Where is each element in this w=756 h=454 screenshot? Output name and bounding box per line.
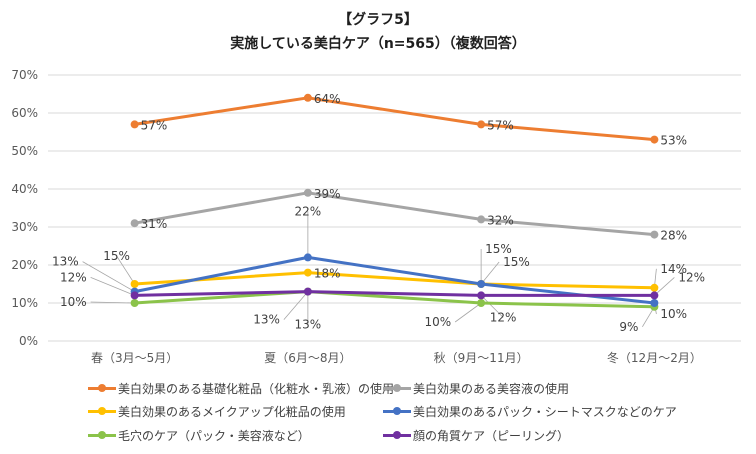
y-tick-label: 0% xyxy=(19,334,38,348)
data-point xyxy=(650,135,659,144)
data-label: 31% xyxy=(141,217,168,231)
data-point xyxy=(477,299,486,307)
data-point xyxy=(650,283,659,292)
data-point xyxy=(477,291,486,300)
legend-item: 美白効果のある美容液の使用 xyxy=(383,378,569,398)
data-point xyxy=(477,120,486,129)
data-point xyxy=(477,215,486,224)
data-label: 15% xyxy=(103,249,130,263)
chart-title: 【グラフ5】 xyxy=(338,12,418,28)
legend-line-marker-icon xyxy=(88,430,116,440)
data-label: 57% xyxy=(487,118,514,132)
data-point xyxy=(303,287,312,296)
leader-line xyxy=(90,301,135,304)
data-point xyxy=(477,280,486,288)
data-label: 28% xyxy=(660,229,687,243)
series-line xyxy=(134,96,655,142)
series-lines xyxy=(130,93,659,311)
data-label: 32% xyxy=(487,213,514,227)
data-point xyxy=(130,219,139,228)
series-line xyxy=(134,255,655,305)
data-point xyxy=(303,253,312,262)
leader-line xyxy=(654,277,675,296)
x-category-label: 冬（12月～2月） xyxy=(607,350,702,365)
legend-line-marker-icon xyxy=(383,430,411,440)
data-label: 13% xyxy=(253,313,280,327)
y-tick-label: 40% xyxy=(11,182,38,196)
legend-label: 毛穴のケア（パック・美容液など） xyxy=(118,428,310,443)
legend-label: 美白効果のあるメイクアップ化粧品の使用 xyxy=(118,404,346,419)
legend-item: 美白効果のあるメイクアップ化粧品の使用 xyxy=(88,401,346,421)
data-label: 13% xyxy=(52,255,79,269)
data-point xyxy=(303,93,312,102)
data-label: 12% xyxy=(490,310,517,324)
leader-line xyxy=(480,261,500,285)
x-category-label: 夏（6月～8月） xyxy=(264,351,351,365)
data-label: 12% xyxy=(60,270,87,284)
data-label: 39% xyxy=(314,187,341,201)
legend-item: 美白効果のある基礎化粧品（化粧水・乳液）の使用 xyxy=(88,378,394,398)
x-axis-categories: 春（3月～5月） 夏（6月～8月） 秋（9月～11月） 冬（12月～2月） xyxy=(91,350,702,365)
data-label: 10% xyxy=(60,295,87,309)
legend-line-marker-icon xyxy=(383,406,411,416)
gridlines xyxy=(48,74,741,342)
y-tick-label: 70% xyxy=(11,68,38,82)
data-point xyxy=(130,280,139,288)
data-label: 12% xyxy=(678,270,705,284)
data-label: 14% xyxy=(660,262,687,276)
series-line xyxy=(134,290,655,309)
data-label: 10% xyxy=(660,307,687,321)
series-line xyxy=(134,271,655,290)
data-label: 13% xyxy=(295,318,322,332)
y-axis-ticks: 0% 10% 20% 30% 40% 50% 60% 70% xyxy=(11,68,38,348)
y-tick-label: 60% xyxy=(11,106,38,120)
data-label: 53% xyxy=(660,134,687,148)
x-category-label: 春（3月～5月） xyxy=(91,351,178,365)
legend-label: 美白効果のある美容液の使用 xyxy=(413,381,570,396)
data-label: 22% xyxy=(295,204,322,218)
data-point xyxy=(303,268,312,277)
chart-subtitle: 実施している美白ケア（n=565）（複数回答） xyxy=(230,36,526,52)
data-point xyxy=(650,230,659,239)
y-tick-label: 50% xyxy=(11,144,38,158)
series-line xyxy=(134,290,655,297)
leader-line xyxy=(480,295,504,318)
y-tick-label: 30% xyxy=(11,220,38,234)
legend-label: 美白効果のあるパック・シートマスクなどのケア xyxy=(413,404,677,419)
leader-line xyxy=(116,255,135,285)
data-label: 64% xyxy=(314,92,341,106)
data-point xyxy=(130,120,139,129)
legend-item: 毛穴のケア（パック・美容液など） xyxy=(88,425,310,445)
data-label: 57% xyxy=(141,118,168,132)
legend-item: 美白効果のあるパック・シートマスクなどのケア xyxy=(383,401,677,421)
legend-line-marker-icon xyxy=(88,406,116,416)
legend-item: 顔の角質ケア（ピーリング） xyxy=(383,425,569,445)
data-point xyxy=(130,291,139,300)
data-point xyxy=(130,299,139,307)
data-label: 18% xyxy=(314,267,341,281)
leader-line xyxy=(454,302,482,323)
data-label: 10% xyxy=(424,315,451,329)
legend-label: 顔の角質ケア（ピーリング） xyxy=(413,428,570,443)
data-labels: 57% 64% 57% 53% 31% 39% 32% 28% 15% 18% 15% 14% 13% 2… xyxy=(52,92,705,334)
leader-line xyxy=(283,291,309,320)
leader-line xyxy=(90,277,135,296)
data-label: 9% xyxy=(619,320,638,334)
data-point xyxy=(650,299,659,307)
data-label: 15% xyxy=(503,255,530,269)
y-tick-label: 10% xyxy=(11,296,38,310)
legend-line-marker-icon xyxy=(383,383,411,393)
chart-title-block: 【グラフ5】 実施している美白ケア（n=565）（複数回答） xyxy=(0,8,756,56)
leader-line xyxy=(82,261,135,292)
legend-label: 美白効果のある基礎化粧品（化粧水・乳液）の使用 xyxy=(118,381,395,396)
data-point xyxy=(303,188,312,197)
data-label: 15% xyxy=(485,242,512,256)
legend-line-marker-icon xyxy=(88,383,116,393)
data-point xyxy=(650,291,659,300)
y-tick-label: 20% xyxy=(11,258,38,272)
x-category-label: 秋（9月～11月） xyxy=(434,351,529,365)
series-line xyxy=(134,191,655,237)
